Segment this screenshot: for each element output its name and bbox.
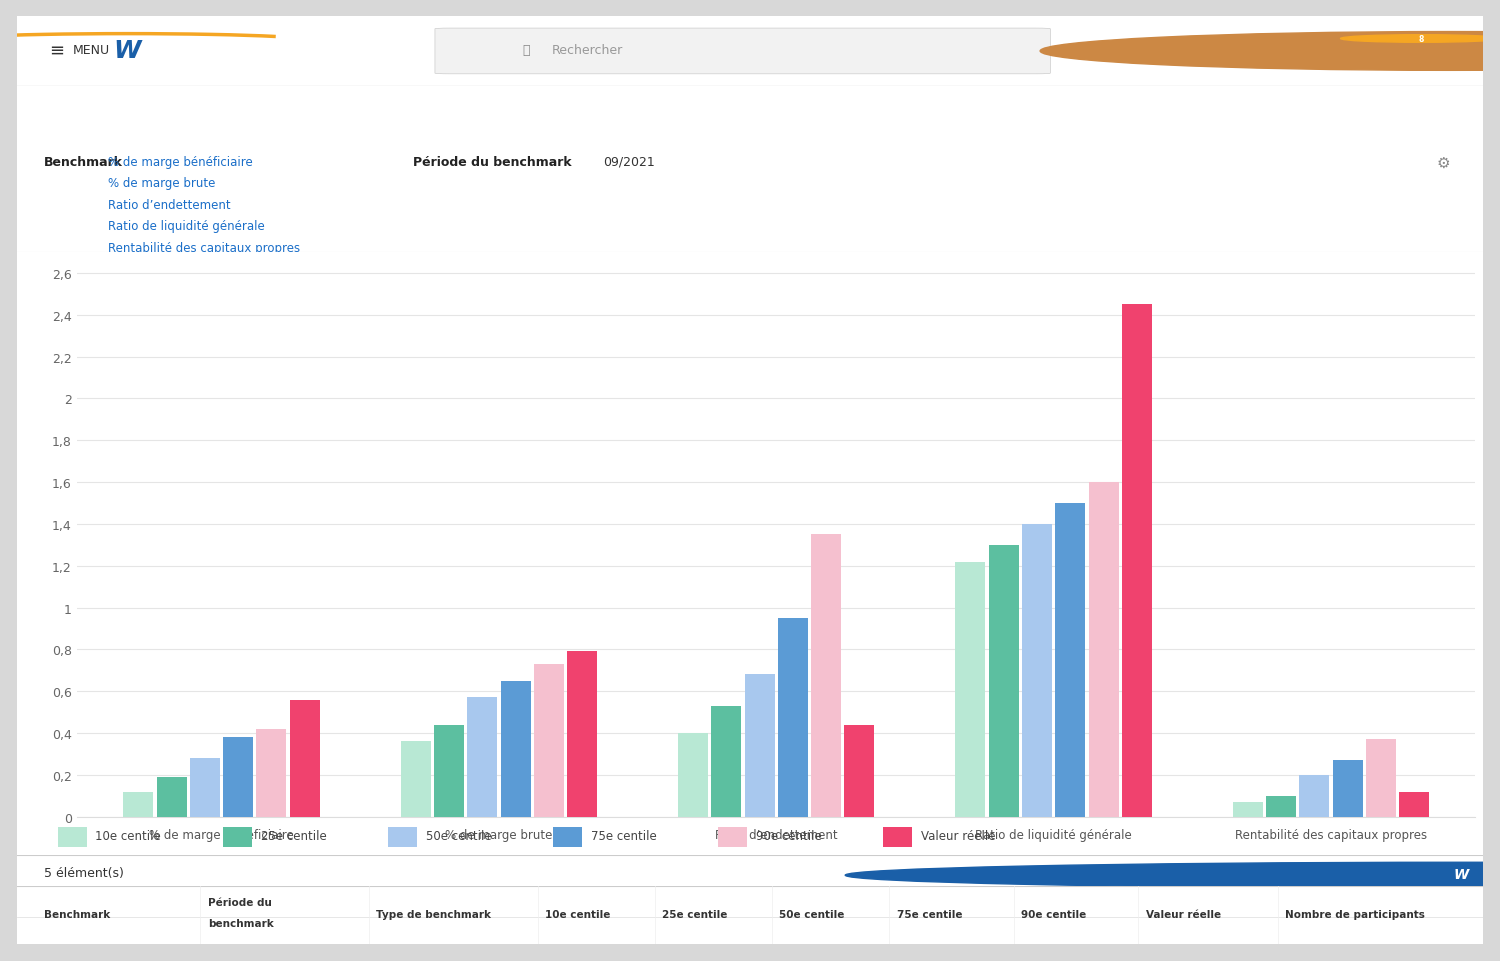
Bar xyxy=(501,681,531,817)
Text: ⚙: ⚙ xyxy=(1437,156,1450,170)
Text: ≡: ≡ xyxy=(50,41,64,60)
Text: Benchmark et valeur réelle pour la gestion financière: Benchmark et valeur réelle pour la gesti… xyxy=(44,107,528,122)
Text: 50e centile: 50e centile xyxy=(426,829,490,843)
Bar xyxy=(844,725,874,817)
Bar xyxy=(1089,482,1119,817)
Text: 90e centile: 90e centile xyxy=(1022,909,1086,919)
FancyBboxPatch shape xyxy=(388,826,417,847)
FancyBboxPatch shape xyxy=(224,826,252,847)
Bar xyxy=(123,792,153,817)
Text: ⊞ 📊 ≡ 📈 ⛶ ⊟ 🔲: ⊞ 📊 ≡ 📈 ⛶ ⊟ 🔲 xyxy=(1380,866,1466,878)
Text: Benchmark: Benchmark xyxy=(44,909,110,919)
Bar xyxy=(1400,792,1429,817)
Text: 🔍: 🔍 xyxy=(524,44,531,57)
Bar xyxy=(678,733,708,817)
Text: Valeur réelle: Valeur réelle xyxy=(1146,909,1221,919)
Bar xyxy=(1366,740,1396,817)
Text: Nombre de participants: Nombre de participants xyxy=(1286,909,1425,919)
Text: Rentabilité des capitaux propres: Rentabilité des capitaux propres xyxy=(108,242,300,255)
Text: 10e centile: 10e centile xyxy=(96,829,160,843)
Circle shape xyxy=(844,862,1500,888)
Bar xyxy=(567,652,597,817)
Bar xyxy=(1299,776,1329,817)
Text: Valeur réelle: Valeur réelle xyxy=(921,829,996,843)
Text: 75e centile: 75e centile xyxy=(591,829,657,843)
Text: W: W xyxy=(1454,868,1468,881)
Text: % de marge bénéficiaire: % de marge bénéficiaire xyxy=(108,156,254,168)
Bar xyxy=(1266,796,1296,817)
Text: benchmark: benchmark xyxy=(209,918,273,928)
Text: % de marge brute: % de marge brute xyxy=(108,177,216,190)
Text: Période du: Période du xyxy=(209,898,272,907)
Circle shape xyxy=(1341,36,1500,43)
Text: ···: ··· xyxy=(890,106,906,123)
Text: 75e centile: 75e centile xyxy=(897,909,962,919)
FancyBboxPatch shape xyxy=(884,826,912,847)
Bar xyxy=(156,777,186,817)
Text: W: W xyxy=(114,38,141,62)
Text: Période du benchmark: Période du benchmark xyxy=(413,156,572,168)
Text: Rechercher: Rechercher xyxy=(552,44,624,57)
Bar xyxy=(778,618,808,817)
Text: Type de benchmark: Type de benchmark xyxy=(376,909,492,919)
Circle shape xyxy=(0,29,610,75)
FancyBboxPatch shape xyxy=(718,826,747,847)
Bar xyxy=(711,706,741,817)
Bar xyxy=(400,742,430,817)
Text: 5 élément(s): 5 élément(s) xyxy=(44,866,123,878)
Bar xyxy=(1233,802,1263,817)
Bar xyxy=(534,664,564,817)
Circle shape xyxy=(1040,33,1500,71)
Bar xyxy=(256,729,286,817)
Bar xyxy=(744,675,774,817)
Text: Benchmark: Benchmark xyxy=(44,156,123,168)
Bar xyxy=(988,545,1018,817)
Text: Ratio d’endettement: Ratio d’endettement xyxy=(108,199,231,211)
Bar xyxy=(433,725,464,817)
Bar xyxy=(1022,525,1052,817)
Bar xyxy=(1332,760,1362,817)
Text: ⊞: ⊞ xyxy=(1418,107,1431,122)
Text: ⚙: ⚙ xyxy=(932,107,945,122)
Bar xyxy=(468,698,496,817)
Text: 90e centile: 90e centile xyxy=(756,829,822,843)
Bar xyxy=(956,562,986,817)
Text: ○   🔔: ○ 🔔 xyxy=(1311,43,1347,58)
Bar xyxy=(1122,305,1152,817)
Text: 10e centile: 10e centile xyxy=(544,909,610,919)
Text: 50e centile: 50e centile xyxy=(780,909,844,919)
Bar xyxy=(190,758,220,817)
Text: 09/2021: 09/2021 xyxy=(603,156,656,168)
Bar xyxy=(1056,504,1084,817)
Bar xyxy=(812,534,842,817)
Text: 25e centile: 25e centile xyxy=(662,909,728,919)
Text: 25e centile: 25e centile xyxy=(261,829,327,843)
FancyBboxPatch shape xyxy=(435,29,1050,75)
Text: 8: 8 xyxy=(1419,35,1424,44)
Text: Ratio de liquidité générale: Ratio de liquidité générale xyxy=(108,220,266,234)
FancyBboxPatch shape xyxy=(58,826,87,847)
Text: 📄: 📄 xyxy=(1454,107,1462,122)
Bar xyxy=(290,700,320,817)
Bar xyxy=(224,737,254,817)
Text: MENU: MENU xyxy=(74,44,110,57)
FancyBboxPatch shape xyxy=(554,826,582,847)
